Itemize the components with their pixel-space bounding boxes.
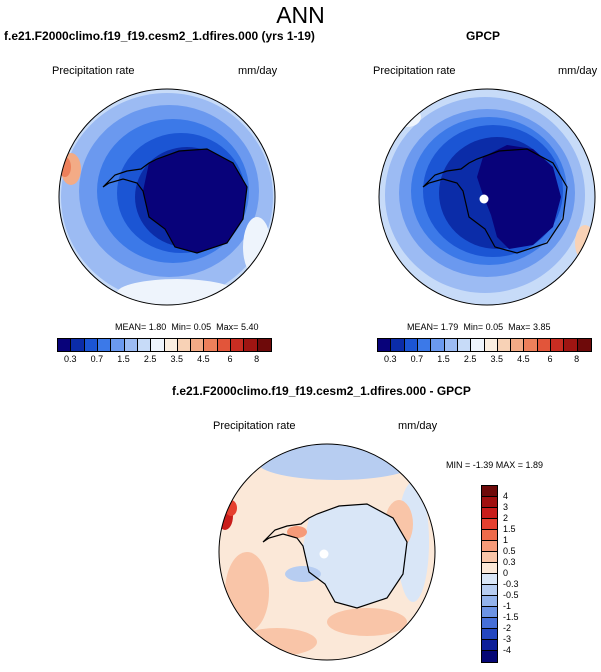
- colorbar-tick-label: 6: [547, 354, 553, 364]
- colorbar-tick-label: 1.5: [437, 354, 450, 364]
- colorbar-swatch: [391, 339, 405, 351]
- colorbar-tick-label: -0.3: [503, 579, 519, 589]
- colorbar-tick-label: 3: [503, 502, 509, 512]
- colorbar-tick-label: -3: [503, 634, 512, 644]
- obs-units-label: mm/day: [558, 65, 598, 77]
- colorbar-tick-label: 8: [254, 354, 260, 364]
- colorbar-swatch: [431, 339, 445, 351]
- obs-colorbar: [377, 338, 592, 352]
- colorbar-swatch: [177, 339, 192, 351]
- obs-variable-label: Precipitation rate: [373, 65, 456, 77]
- colorbar-tick-label: 0.3: [64, 354, 77, 364]
- colorbar-swatch: [217, 339, 232, 351]
- colorbar-tick-label: 1.5: [117, 354, 130, 364]
- colorbar-tick-label: 3.5: [170, 354, 184, 364]
- colorbar-tick-label: -0.5: [503, 590, 519, 600]
- colorbar-tick-label: 3.5: [490, 354, 504, 364]
- colorbar-swatch: [482, 607, 497, 618]
- colorbar-swatch: [231, 339, 245, 351]
- colorbar-swatch: [524, 339, 538, 351]
- diff-variable-label: Precipitation rate: [213, 420, 296, 432]
- model-stats: MEAN= 1.80 Min= 0.05 Max= 5.40: [115, 322, 259, 332]
- colorbar-swatch: [482, 508, 497, 519]
- colorbar-swatch: [444, 339, 458, 351]
- colorbar-tick-label: 4: [503, 491, 509, 501]
- colorbar-swatch: [482, 629, 497, 640]
- colorbar-tick-label: -2: [503, 623, 512, 633]
- colorbar-swatch: [482, 552, 497, 563]
- colorbar-swatch: [482, 519, 497, 530]
- colorbar-tick-label: 0.7: [90, 354, 104, 364]
- colorbar-tick-label: 2: [503, 513, 509, 523]
- colorbar-tick-label: 4.5: [197, 354, 210, 364]
- colorbar-swatch: [204, 339, 218, 351]
- diff-stats: MIN = -1.39 MAX = 1.89: [446, 460, 544, 470]
- colorbar-swatch: [482, 585, 497, 596]
- colorbar-tick-label: 0: [503, 568, 509, 578]
- colorbar-tick-label: 0.5: [503, 546, 516, 556]
- colorbar-tick-label: 0.3: [503, 557, 516, 567]
- colorbar-swatch: [482, 486, 497, 497]
- colorbar-swatch: [164, 339, 178, 351]
- colorbar-swatch: [124, 339, 138, 351]
- colorbar-tick-label: 1.5: [503, 524, 516, 534]
- colorbar-tick-label: 2.5: [463, 354, 477, 364]
- diff-panel-title: f.e21.F2000climo.f19_f19.cesm2_1.dfires.…: [172, 384, 471, 398]
- colorbar-tick-label: -1: [503, 601, 512, 611]
- colorbar-swatch: [137, 339, 152, 351]
- colorbar-swatch: [151, 339, 165, 351]
- colorbar-swatch: [191, 339, 205, 351]
- colorbar-tick-label: 6: [227, 354, 233, 364]
- colorbar-swatch: [471, 339, 485, 351]
- colorbar-swatch: [564, 339, 578, 351]
- colorbar-tick-label: 2.5: [143, 354, 157, 364]
- colorbar-swatch: [111, 339, 125, 351]
- colorbar-tick-label: 4.5: [517, 354, 530, 364]
- colorbar-swatch: [482, 651, 497, 662]
- obs-stats: MEAN= 1.79 Min= 0.05 Max= 3.85: [407, 322, 551, 332]
- colorbar-swatch: [482, 640, 497, 651]
- colorbar-swatch: [84, 339, 98, 351]
- model-variable-label: Precipitation rate: [52, 65, 135, 77]
- colorbar-swatch: [482, 497, 497, 508]
- colorbar-tick-label: 0.3: [384, 354, 397, 364]
- obs-panel-title: GPCP: [466, 29, 501, 43]
- colorbar-swatch: [417, 339, 432, 351]
- colorbar-swatch: [511, 339, 525, 351]
- colorbar-swatch: [484, 339, 498, 351]
- model-colorbar: [57, 338, 272, 352]
- colorbar-swatch: [482, 541, 497, 552]
- colorbar-swatch: [497, 339, 512, 351]
- colorbar-swatch: [257, 339, 271, 351]
- colorbar-swatch: [378, 339, 392, 351]
- plot-main-title: ANN: [276, 2, 325, 28]
- colorbar-swatch: [482, 530, 497, 541]
- colorbar-swatch: [537, 339, 552, 351]
- colorbar-swatch: [457, 339, 472, 351]
- colorbar-tick-label: -1.5: [503, 612, 519, 622]
- colorbar-tick-label: -4: [503, 645, 512, 655]
- colorbar-swatch: [551, 339, 565, 351]
- colorbar-swatch: [482, 563, 497, 574]
- colorbar-tick-label: 1: [503, 535, 509, 545]
- obs-polar-map: [378, 88, 596, 306]
- colorbar-swatch: [577, 339, 591, 351]
- model-panel-title: f.e21.F2000climo.f19_f19.cesm2_1.dfires.…: [4, 29, 315, 43]
- colorbar-swatch: [58, 339, 72, 351]
- colorbar-tick-label: 0.7: [410, 354, 424, 364]
- diff-polar-map: [218, 443, 436, 661]
- diff-units-label: mm/day: [398, 420, 438, 432]
- colorbar-swatch: [71, 339, 85, 351]
- colorbar-swatch: [404, 339, 418, 351]
- model-units-label: mm/day: [238, 65, 278, 77]
- colorbar-tick-label: 8: [574, 354, 580, 364]
- colorbar-swatch: [482, 596, 497, 607]
- diff-colorbar: [481, 485, 498, 663]
- colorbar-swatch: [482, 574, 497, 585]
- colorbar-swatch: [244, 339, 258, 351]
- model-polar-map: [58, 88, 276, 306]
- colorbar-swatch: [482, 618, 497, 629]
- colorbar-swatch: [97, 339, 112, 351]
